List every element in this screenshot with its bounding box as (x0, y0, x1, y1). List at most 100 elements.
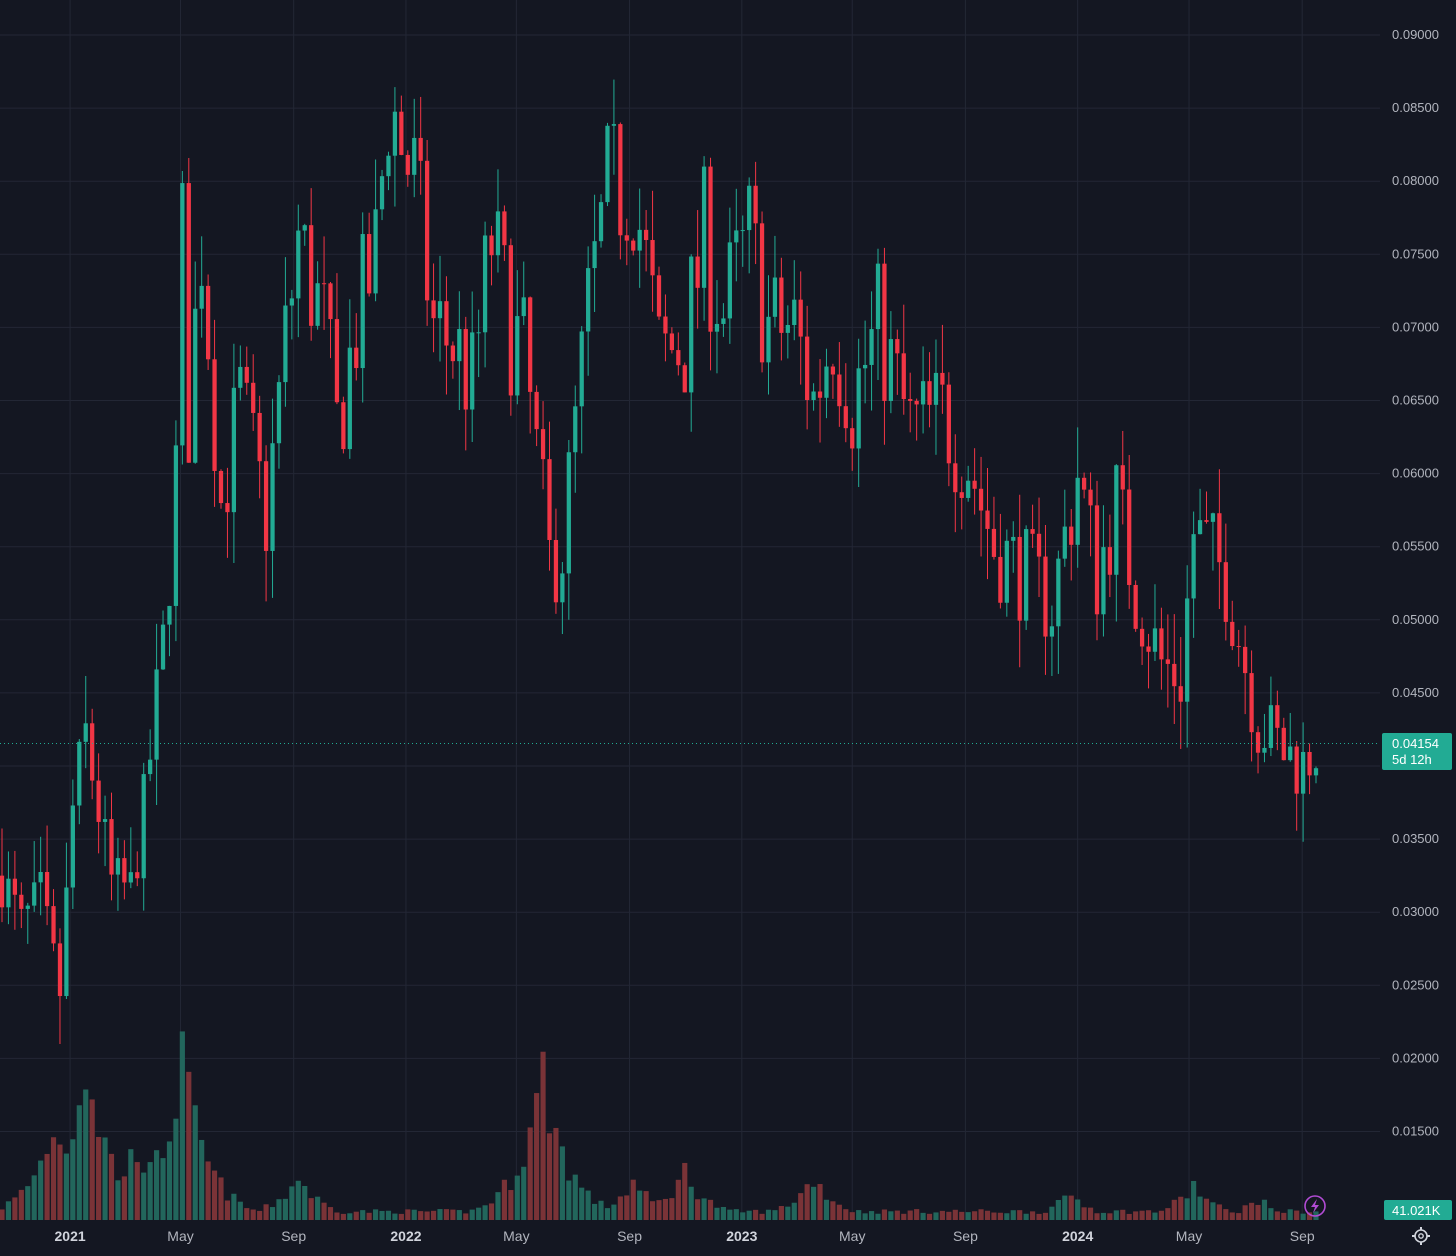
volume-bar (611, 1204, 617, 1220)
candle (334, 273, 340, 405)
volume-bar (836, 1204, 842, 1220)
volume-bar (1171, 1199, 1177, 1220)
candle-body (1120, 465, 1125, 490)
candle-body (998, 556, 1003, 603)
gear-icon[interactable] (1412, 1227, 1430, 1245)
candle-body (173, 445, 179, 606)
candle (598, 194, 604, 248)
candle (534, 385, 539, 447)
candle (470, 291, 475, 443)
volume-bar (147, 1162, 153, 1220)
candle (573, 385, 578, 493)
candle (1094, 480, 1100, 641)
candle (180, 171, 185, 465)
candle-body (0, 875, 5, 908)
candle (167, 605, 172, 657)
candle (302, 223, 307, 246)
candle (933, 339, 939, 455)
candle (238, 345, 243, 401)
candle-body (978, 488, 984, 511)
volume-bar (102, 1137, 108, 1220)
volume-bar (778, 1206, 784, 1220)
volume-bar (579, 1187, 585, 1220)
candle (946, 372, 951, 487)
candle (515, 270, 520, 405)
candle-body (405, 154, 410, 175)
time-tick-label: Sep (617, 1228, 642, 1244)
candle-body (1094, 505, 1100, 615)
candle-body (920, 381, 926, 405)
candle-body (1107, 547, 1113, 575)
candle-body (985, 510, 990, 529)
current-price-badge: 0.04154 5d 12h (1382, 733, 1452, 770)
price-tick-label: 0.08000 (1392, 173, 1439, 188)
candle-body (193, 308, 198, 463)
price-tick-label: 0.04500 (1392, 685, 1439, 700)
volume-bar (901, 1213, 907, 1220)
candle-body (824, 366, 829, 398)
candle (399, 95, 404, 156)
candle (296, 204, 301, 338)
candle (51, 889, 56, 952)
candle-body (708, 166, 713, 332)
candle-body (1069, 526, 1074, 545)
price-axis[interactable]: 0.09000 0.08500 0.08000 0.07500 0.07000 0.065… (1392, 27, 1439, 1139)
grid-layer (0, 0, 1380, 1220)
time-axis[interactable]: 2021 May Sep 2022 May Sep 2023 May Sep 2024 May Sep (55, 1228, 1315, 1244)
volume-bar (1158, 1210, 1164, 1220)
candle-body (1004, 540, 1009, 603)
volume-bar (257, 1210, 263, 1220)
volume-bar (914, 1209, 920, 1220)
volume-bar (946, 1211, 952, 1220)
volume-bar (540, 1051, 546, 1220)
candle-body (869, 329, 874, 365)
candle (386, 151, 391, 191)
candle-body (251, 382, 256, 413)
volume-bar (1010, 1210, 1016, 1220)
lightning-icon[interactable] (1304, 1195, 1326, 1217)
volume-bar (881, 1209, 888, 1220)
volume-bar (244, 1208, 250, 1220)
volume-bar (1210, 1202, 1216, 1220)
volume-bar (353, 1211, 359, 1220)
volume-bar (772, 1210, 778, 1220)
candle-body (276, 382, 282, 444)
volume-bar (263, 1204, 269, 1220)
volume-bar (1049, 1206, 1055, 1220)
candle-body (1036, 533, 1042, 557)
candle-body (1075, 477, 1080, 545)
volume-bar (753, 1209, 759, 1220)
candle-body (270, 443, 275, 551)
candle-body (515, 316, 520, 396)
candle (579, 326, 584, 454)
volume-bar (656, 1200, 662, 1220)
volume-bar (430, 1210, 437, 1220)
candle (424, 139, 430, 326)
volume-bar (141, 1172, 147, 1220)
candle (927, 352, 932, 428)
candle-body (759, 223, 765, 363)
candle-body (618, 124, 623, 236)
volume-bar (1300, 1213, 1306, 1220)
volume-bar (315, 1196, 321, 1220)
volume-bar (1261, 1199, 1268, 1220)
volume-bar (1223, 1209, 1229, 1220)
candle-body (418, 137, 423, 161)
candle-body (669, 333, 675, 351)
candle-body (347, 347, 352, 450)
volume-bar (1287, 1209, 1293, 1220)
price-tick-label: 0.05000 (1392, 612, 1439, 627)
candle (721, 303, 726, 337)
candle-body (772, 277, 778, 317)
candle (888, 311, 894, 414)
volume-badge-bg (1384, 1200, 1452, 1220)
volume-bar (501, 1179, 507, 1220)
candle-body (901, 353, 906, 400)
candle (1139, 617, 1145, 665)
candle-body (231, 387, 237, 513)
candle (959, 476, 964, 530)
time-tick-label: 2022 (390, 1228, 421, 1244)
candle-body (1088, 489, 1093, 506)
